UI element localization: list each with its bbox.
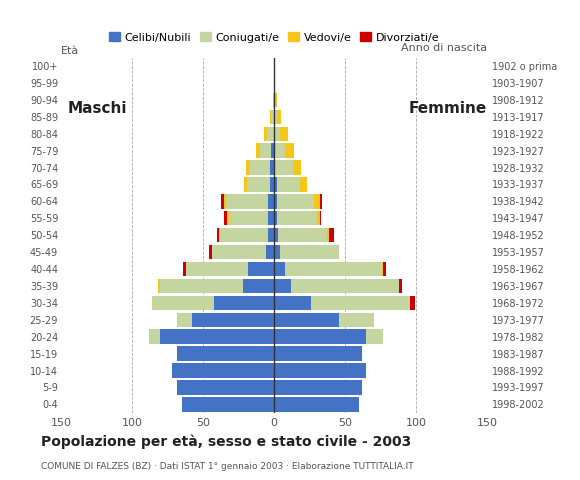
- Bar: [277, 211, 317, 226]
- Bar: [269, 228, 274, 242]
- Bar: [269, 194, 274, 209]
- Bar: [273, 93, 274, 107]
- Bar: [276, 93, 277, 107]
- Text: Anno di nascita: Anno di nascita: [401, 43, 487, 53]
- Bar: [182, 397, 274, 411]
- Bar: [367, 329, 383, 344]
- Bar: [274, 211, 277, 226]
- Bar: [291, 279, 399, 293]
- Text: COMUNE DI FALZES (BZ) · Dati ISTAT 1° gennaio 2003 · Elaborazione TUTTITALIA.IT: COMUNE DI FALZES (BZ) · Dati ISTAT 1° ge…: [41, 462, 413, 471]
- Bar: [274, 363, 367, 378]
- Bar: [243, 279, 274, 293]
- Bar: [183, 262, 186, 276]
- Bar: [217, 228, 219, 242]
- Bar: [274, 347, 362, 361]
- Bar: [270, 160, 274, 175]
- Bar: [274, 329, 367, 344]
- Bar: [215, 296, 274, 310]
- Bar: [227, 211, 229, 226]
- Bar: [226, 194, 269, 209]
- Bar: [383, 262, 386, 276]
- Bar: [339, 312, 374, 327]
- Bar: [280, 245, 339, 259]
- Bar: [278, 228, 327, 242]
- Bar: [276, 160, 292, 175]
- Bar: [274, 228, 278, 242]
- Bar: [292, 160, 301, 175]
- Bar: [320, 211, 321, 226]
- Bar: [222, 194, 224, 209]
- Bar: [224, 194, 226, 209]
- Bar: [177, 347, 274, 361]
- Bar: [274, 93, 276, 107]
- Bar: [158, 279, 160, 293]
- Bar: [277, 194, 314, 209]
- Bar: [329, 228, 334, 242]
- Bar: [177, 380, 274, 395]
- Bar: [209, 245, 212, 259]
- Bar: [260, 144, 271, 158]
- Bar: [172, 363, 274, 378]
- Bar: [280, 127, 288, 141]
- Bar: [274, 144, 285, 158]
- Bar: [399, 279, 402, 293]
- Bar: [149, 329, 160, 344]
- Bar: [274, 262, 285, 276]
- Bar: [274, 109, 277, 124]
- Bar: [317, 211, 320, 226]
- Bar: [269, 211, 274, 226]
- Bar: [285, 144, 294, 158]
- Bar: [267, 127, 274, 141]
- Bar: [246, 160, 250, 175]
- Text: Maschi: Maschi: [68, 101, 128, 116]
- Bar: [300, 177, 307, 192]
- Bar: [327, 228, 329, 242]
- Bar: [274, 245, 280, 259]
- Bar: [382, 262, 383, 276]
- Bar: [229, 211, 269, 226]
- Bar: [271, 109, 274, 124]
- Bar: [271, 144, 274, 158]
- Bar: [311, 296, 411, 310]
- Bar: [274, 160, 276, 175]
- Bar: [274, 279, 291, 293]
- Bar: [277, 177, 300, 192]
- Text: Età: Età: [61, 46, 79, 56]
- Bar: [274, 194, 277, 209]
- Bar: [160, 329, 274, 344]
- Bar: [320, 194, 322, 209]
- Bar: [256, 144, 260, 158]
- Bar: [152, 296, 215, 310]
- Bar: [270, 109, 271, 124]
- Bar: [274, 296, 311, 310]
- Bar: [224, 211, 227, 226]
- Bar: [191, 312, 274, 327]
- Bar: [274, 380, 362, 395]
- Bar: [266, 245, 274, 259]
- Bar: [274, 177, 277, 192]
- Bar: [274, 397, 360, 411]
- Bar: [220, 228, 269, 242]
- Bar: [264, 127, 267, 141]
- Bar: [411, 296, 415, 310]
- Bar: [212, 245, 266, 259]
- Bar: [247, 177, 270, 192]
- Bar: [274, 76, 276, 90]
- Text: Femmine: Femmine: [409, 101, 487, 116]
- Bar: [186, 262, 248, 276]
- Bar: [274, 312, 339, 327]
- Bar: [250, 160, 270, 175]
- Bar: [244, 177, 247, 192]
- Bar: [160, 279, 243, 293]
- Bar: [277, 109, 281, 124]
- Bar: [177, 312, 191, 327]
- Bar: [285, 262, 382, 276]
- Legend: Celibi/Nubili, Coniugati/e, Vedovi/e, Divorziati/e: Celibi/Nubili, Coniugati/e, Vedovi/e, Di…: [104, 28, 444, 47]
- Bar: [219, 228, 220, 242]
- Bar: [274, 127, 280, 141]
- Text: Popolazione per età, sesso e stato civile - 2003: Popolazione per età, sesso e stato civil…: [41, 434, 411, 449]
- Bar: [270, 177, 274, 192]
- Bar: [314, 194, 320, 209]
- Bar: [248, 262, 274, 276]
